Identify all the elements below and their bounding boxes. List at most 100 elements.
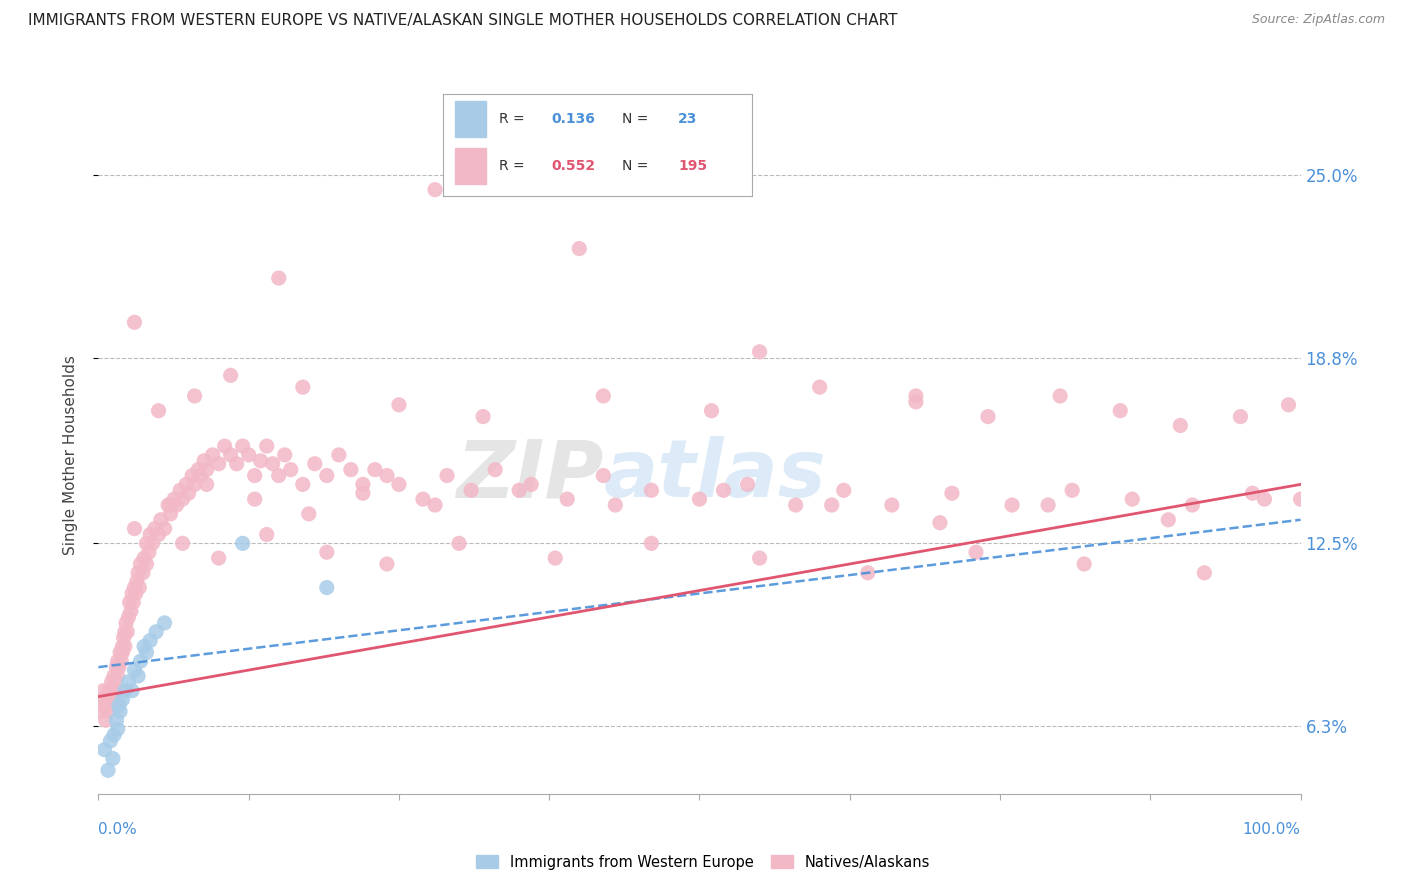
- Point: [108, 698, 131, 713]
- Point: [1241, 486, 1264, 500]
- Point: [785, 498, 807, 512]
- Point: [700, 403, 723, 417]
- Point: [107, 722, 129, 736]
- Point: [97, 704, 120, 718]
- Point: [172, 536, 194, 550]
- Point: [555, 492, 578, 507]
- Point: [169, 483, 191, 498]
- Point: [340, 463, 363, 477]
- Point: [243, 468, 266, 483]
- Point: [121, 683, 143, 698]
- Point: [153, 615, 176, 630]
- Point: [103, 669, 125, 683]
- Point: [139, 633, 162, 648]
- Point: [1049, 389, 1071, 403]
- Point: [856, 566, 879, 580]
- Point: [904, 395, 927, 409]
- Point: [256, 439, 278, 453]
- Point: [193, 454, 215, 468]
- Point: [243, 492, 266, 507]
- Point: [375, 468, 398, 483]
- Point: [1121, 492, 1143, 507]
- Point: [689, 492, 711, 507]
- Point: [114, 624, 136, 639]
- Point: [132, 640, 155, 654]
- Point: [267, 468, 290, 483]
- Point: [124, 581, 146, 595]
- Point: [472, 409, 495, 424]
- Point: [298, 507, 321, 521]
- Point: [139, 527, 162, 541]
- Point: [103, 728, 125, 742]
- Point: [388, 477, 411, 491]
- Point: [138, 545, 160, 559]
- Point: [1289, 492, 1312, 507]
- Point: [105, 660, 128, 674]
- Point: [1229, 409, 1251, 424]
- Point: [605, 498, 627, 512]
- Point: [208, 457, 231, 471]
- Point: [352, 477, 374, 491]
- Text: IMMIGRANTS FROM WESTERN EUROPE VS NATIVE/ALASKAN SINGLE MOTHER HOUSEHOLDS CORREL: IMMIGRANTS FROM WESTERN EUROPE VS NATIVE…: [28, 13, 897, 29]
- Point: [177, 486, 200, 500]
- Point: [172, 492, 194, 507]
- Point: [388, 398, 411, 412]
- Point: [219, 368, 242, 383]
- Point: [124, 663, 146, 677]
- Point: [1001, 498, 1024, 512]
- Point: [124, 522, 146, 536]
- Point: [208, 551, 231, 566]
- Point: [100, 674, 122, 689]
- Point: [141, 536, 163, 550]
- Point: [127, 566, 149, 580]
- Point: [304, 457, 326, 471]
- Point: [256, 527, 278, 541]
- Point: [181, 468, 204, 483]
- Point: [174, 477, 197, 491]
- Point: [748, 344, 770, 359]
- Point: [157, 498, 180, 512]
- Point: [122, 595, 145, 609]
- Point: [91, 692, 114, 706]
- Point: [592, 389, 614, 403]
- Point: [132, 566, 155, 580]
- Point: [100, 698, 122, 713]
- Point: [132, 551, 155, 566]
- Point: [101, 751, 124, 765]
- Point: [110, 654, 132, 668]
- Text: 100.0%: 100.0%: [1243, 822, 1301, 837]
- Point: [375, 557, 398, 571]
- Text: 0.552: 0.552: [551, 160, 595, 173]
- Point: [214, 439, 236, 453]
- Point: [965, 545, 987, 559]
- Point: [117, 674, 139, 689]
- Text: R =: R =: [499, 160, 529, 173]
- Text: Source: ZipAtlas.com: Source: ZipAtlas.com: [1251, 13, 1385, 27]
- Point: [484, 463, 506, 477]
- Point: [423, 183, 446, 197]
- Point: [135, 557, 157, 571]
- Text: atlas: atlas: [603, 436, 827, 515]
- Point: [748, 551, 770, 566]
- Point: [592, 468, 614, 483]
- Point: [880, 498, 903, 512]
- Point: [232, 536, 254, 550]
- Point: [159, 507, 181, 521]
- Point: [737, 477, 759, 491]
- Point: [508, 483, 530, 498]
- Point: [121, 586, 143, 600]
- Text: R =: R =: [499, 112, 529, 127]
- Point: [93, 698, 115, 713]
- Point: [280, 463, 302, 477]
- Point: [713, 483, 735, 498]
- Point: [101, 692, 124, 706]
- Point: [1157, 513, 1180, 527]
- Y-axis label: Single Mother Households: Single Mother Households: [63, 355, 77, 555]
- Point: [97, 764, 120, 778]
- Point: [364, 463, 387, 477]
- Point: [108, 704, 131, 718]
- Point: [423, 498, 446, 512]
- Point: [104, 674, 127, 689]
- Point: [94, 713, 117, 727]
- Point: [315, 581, 337, 595]
